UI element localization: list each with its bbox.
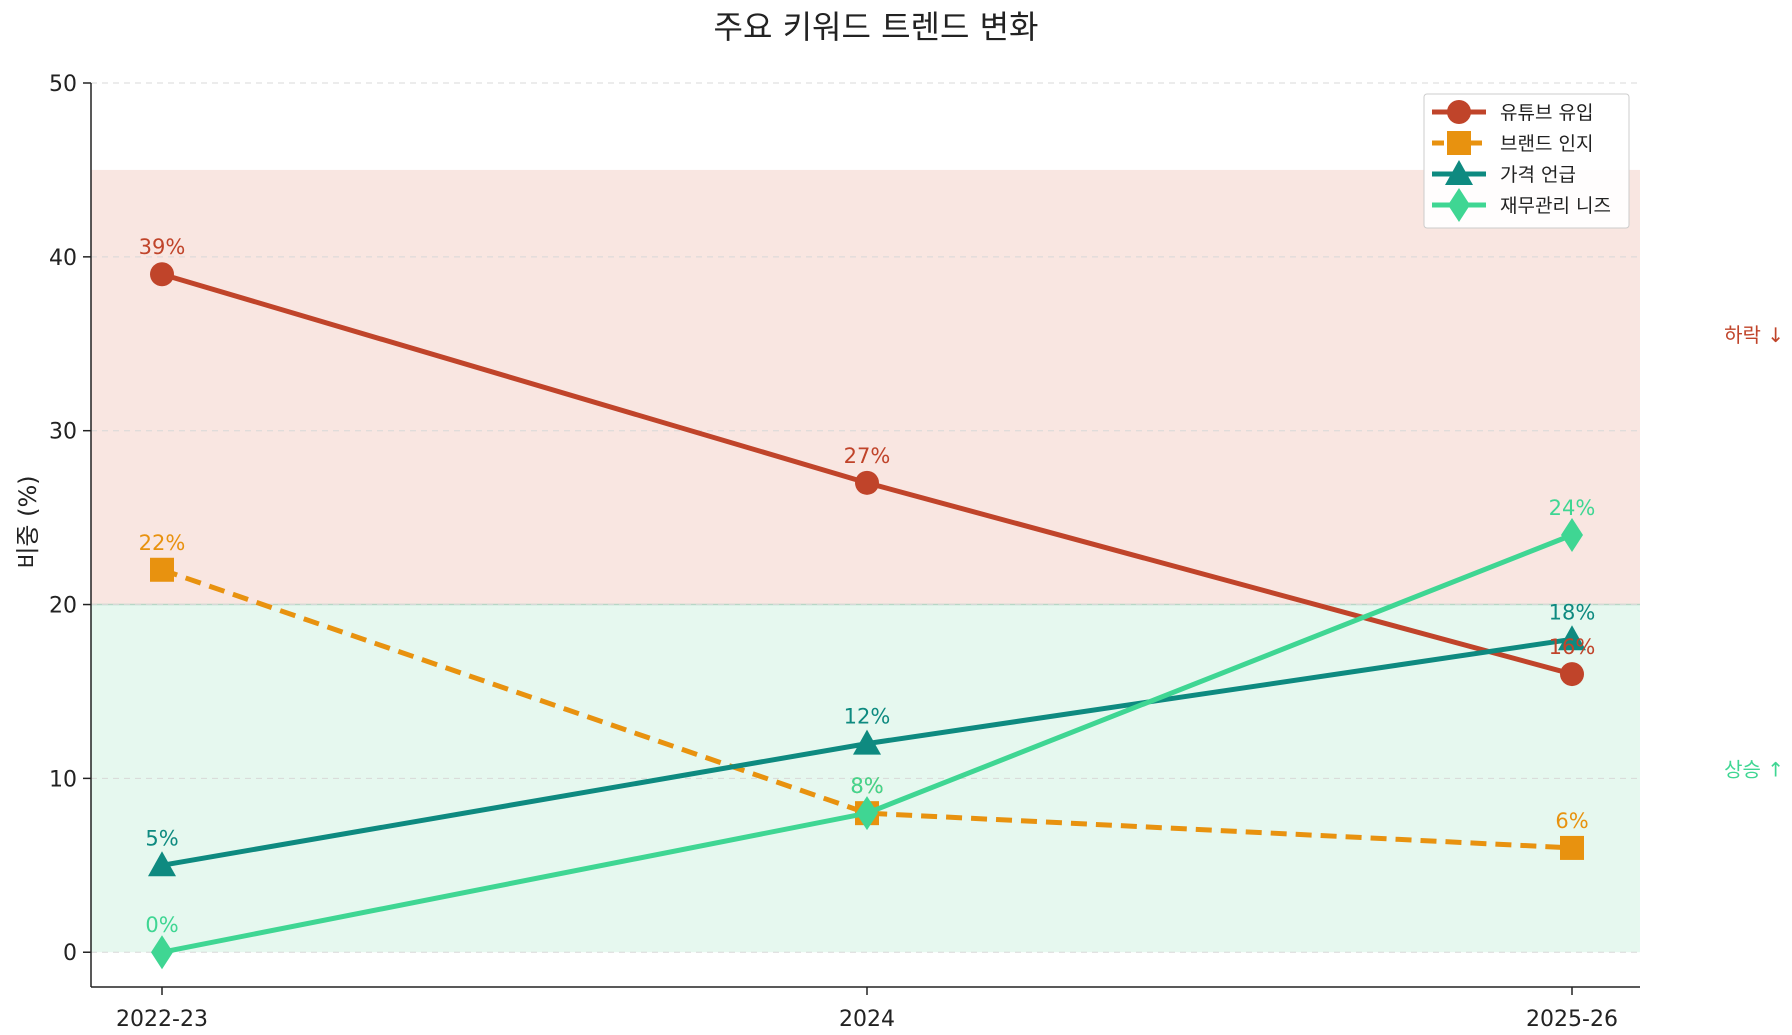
- band-label-0: 하락 ↓: [1724, 323, 1784, 347]
- series-3: [151, 518, 1583, 970]
- data-point: [1560, 835, 1584, 860]
- legend-label: 가격 언급: [1500, 164, 1576, 186]
- data-label: 6%: [1555, 809, 1588, 833]
- x-tick-label: 2022-23: [116, 1007, 208, 1032]
- legend-swatch-marker: [1447, 100, 1471, 124]
- series-2: [148, 625, 1586, 877]
- data-point: [150, 262, 174, 287]
- legend-label: 재무관리 니즈: [1500, 195, 1611, 217]
- y-tick-label: 40: [49, 246, 77, 271]
- axes: 0 10 20 30 40 50 2022-23 2024 2025-26: [49, 72, 1640, 1032]
- x-tick-label: 2024: [839, 1007, 895, 1032]
- y-tick-label: 30: [49, 420, 77, 445]
- y-axis-label: 비중 (%): [14, 475, 42, 568]
- data-point: [151, 935, 173, 970]
- series-lines: [148, 262, 1586, 970]
- band-0: [91, 169, 1640, 605]
- legend-item-2: 가격 언급: [1432, 160, 1576, 186]
- legend-swatch-marker: [1445, 160, 1473, 185]
- data-label: 8%: [850, 774, 883, 798]
- y-tick-label: 10: [49, 767, 77, 792]
- legend-label: 유튜브 유입: [1500, 102, 1593, 124]
- y-tick-label: 50: [49, 72, 77, 97]
- data-point: [150, 557, 174, 582]
- legend-item-0: 유튜브 유입: [1432, 100, 1593, 124]
- legend-label: 브랜드 인지: [1500, 133, 1593, 155]
- y-tick-label: 0: [63, 941, 77, 966]
- series-0: [150, 262, 1584, 687]
- legend-item-3: 재무관리 니즈: [1432, 188, 1611, 222]
- data-point: [853, 729, 881, 755]
- legend-swatch-marker: [1448, 188, 1470, 222]
- data-label: 39%: [139, 235, 186, 259]
- data-label: 0%: [145, 913, 178, 937]
- data-label: 12%: [844, 705, 891, 729]
- legend-item-1: 브랜드 인지: [1432, 131, 1593, 155]
- data-label: 5%: [145, 826, 178, 850]
- data-label: 27%: [844, 444, 891, 468]
- y-tick-label: 20: [49, 594, 77, 619]
- gridlines: [91, 82, 1640, 953]
- data-point: [1558, 625, 1586, 651]
- series-1: [150, 557, 1584, 860]
- data-label: 18%: [1549, 600, 1596, 624]
- chart-title: 주요 키워드 트렌드 변화: [714, 8, 1039, 46]
- data-label: 24%: [1549, 496, 1596, 520]
- data-point: [1560, 662, 1584, 687]
- legend-swatch-marker: [1447, 131, 1471, 155]
- legend-box: [1423, 93, 1630, 229]
- data-label: 16%: [1549, 635, 1596, 659]
- data-point: [856, 796, 878, 831]
- x-tick-label: 2025-26: [1526, 1007, 1618, 1032]
- data-point: [1561, 518, 1583, 552]
- data-label: 8%: [850, 774, 883, 798]
- data-point: [855, 470, 879, 495]
- band-label-1: 상승 ↑: [1724, 758, 1784, 782]
- data-labels: 39%27%16%22%8%6%5%12%18%0%8%24%: [139, 235, 1596, 937]
- data-label: 22%: [139, 531, 186, 555]
- data-point: [148, 851, 176, 877]
